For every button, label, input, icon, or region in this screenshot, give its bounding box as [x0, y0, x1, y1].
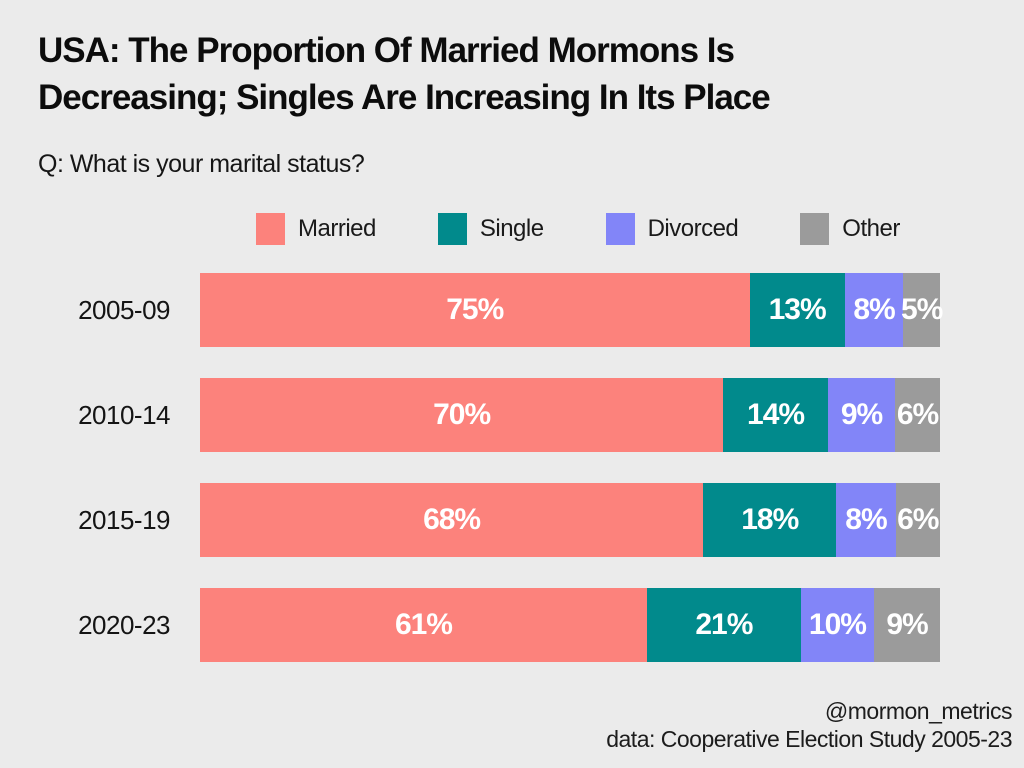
legend-label: Married — [298, 215, 376, 242]
bar-segment-divorced: 8% — [836, 483, 896, 557]
segment-value-label: 9% — [840, 398, 883, 431]
stacked-bar: 61% 21% 10% 9% — [200, 588, 940, 662]
credit-handle: @mormon_metrics — [824, 698, 1013, 724]
legend-swatch-divorced — [605, 213, 635, 245]
segment-value-label: 14% — [747, 398, 805, 431]
bar-segment-married: 70% — [200, 378, 724, 452]
legend-label: Other — [842, 215, 900, 242]
segment-value-label: 68% — [423, 503, 481, 536]
segment-value-label: 8% — [853, 293, 895, 326]
bar-segment-divorced: 9% — [827, 378, 896, 452]
legend-item-divorced: Divorced — [605, 213, 739, 245]
legend-label: Divorced — [647, 215, 739, 242]
bar-segment-single: 18% — [703, 483, 837, 557]
category-label: 2020-23 — [78, 609, 170, 640]
bar-segment-single: 13% — [749, 273, 845, 347]
bar-segment-other: 5% — [900, 273, 943, 347]
legend-item-other: Other — [800, 213, 900, 245]
bar-segment-married: 68% — [200, 483, 704, 557]
bar-segment-other: 9% — [874, 588, 940, 662]
segment-value-label: 21% — [695, 608, 753, 641]
chart-subtitle: Q: What is your marital status? — [38, 150, 365, 178]
bar-row: 2005-09 75% 13% 8% 5% — [0, 273, 1024, 347]
bar-segment-single: 14% — [723, 378, 828, 452]
segment-value-label: 10% — [808, 608, 867, 641]
legend-label: Single — [479, 215, 544, 242]
legend: Married Single Divorced Other — [256, 211, 900, 247]
category-label: 2015-19 — [78, 504, 170, 535]
segment-value-label: 8% — [845, 503, 887, 536]
legend-swatch-married — [256, 213, 285, 245]
segment-value-label: 9% — [886, 608, 928, 641]
legend-swatch-single — [437, 213, 467, 245]
bar-row: 2020-23 61% 21% 10% 9% — [0, 588, 1024, 662]
legend-swatch-other — [800, 213, 830, 245]
segment-value-label: 18% — [741, 503, 799, 536]
category-label: 2005-09 — [78, 294, 170, 325]
legend-item-married: Married — [256, 213, 376, 245]
bar-segment-married: 75% — [200, 273, 750, 347]
bar-segment-married: 61% — [200, 588, 647, 662]
bar-segment-divorced: 8% — [844, 273, 904, 347]
bar-row: 2010-14 70% 14% 9% 6% — [0, 378, 1024, 452]
segment-value-label: 5% — [900, 293, 943, 326]
stacked-bar-chart: 2005-09 75% 13% 8% 5% 2010-14 70% 14% 9% 6% 2015-1… — [0, 273, 1024, 693]
segment-value-label: 6% — [897, 503, 939, 536]
chart-title: USA: The Proportion Of Married Mormons I… — [38, 31, 771, 117]
stacked-bar: 70% 14% 9% 6% — [200, 378, 940, 452]
bar-segment-single: 21% — [646, 588, 801, 662]
segment-value-label: 6% — [896, 398, 939, 431]
segment-value-label: 61% — [394, 608, 453, 641]
bar-row: 2015-19 68% 18% 8% 6% — [0, 483, 1024, 557]
bar-segment-divorced: 10% — [800, 588, 875, 662]
bar-segment-other: 6% — [895, 378, 940, 452]
legend-item-single: Single — [437, 213, 544, 245]
segment-value-label: 70% — [433, 398, 491, 431]
segment-value-label: 13% — [768, 293, 827, 326]
segment-value-label: 75% — [446, 293, 504, 326]
data-source: data: Cooperative Election Study 2005-23 — [606, 725, 1012, 752]
stacked-bar: 68% 18% 8% 6% — [200, 483, 940, 557]
stacked-bar: 75% 13% 8% 5% — [200, 273, 943, 347]
footer: @mormon_metrics data: Cooperative Electi… — [606, 698, 1012, 753]
category-label: 2010-14 — [78, 399, 170, 430]
bar-segment-other: 6% — [895, 483, 940, 557]
